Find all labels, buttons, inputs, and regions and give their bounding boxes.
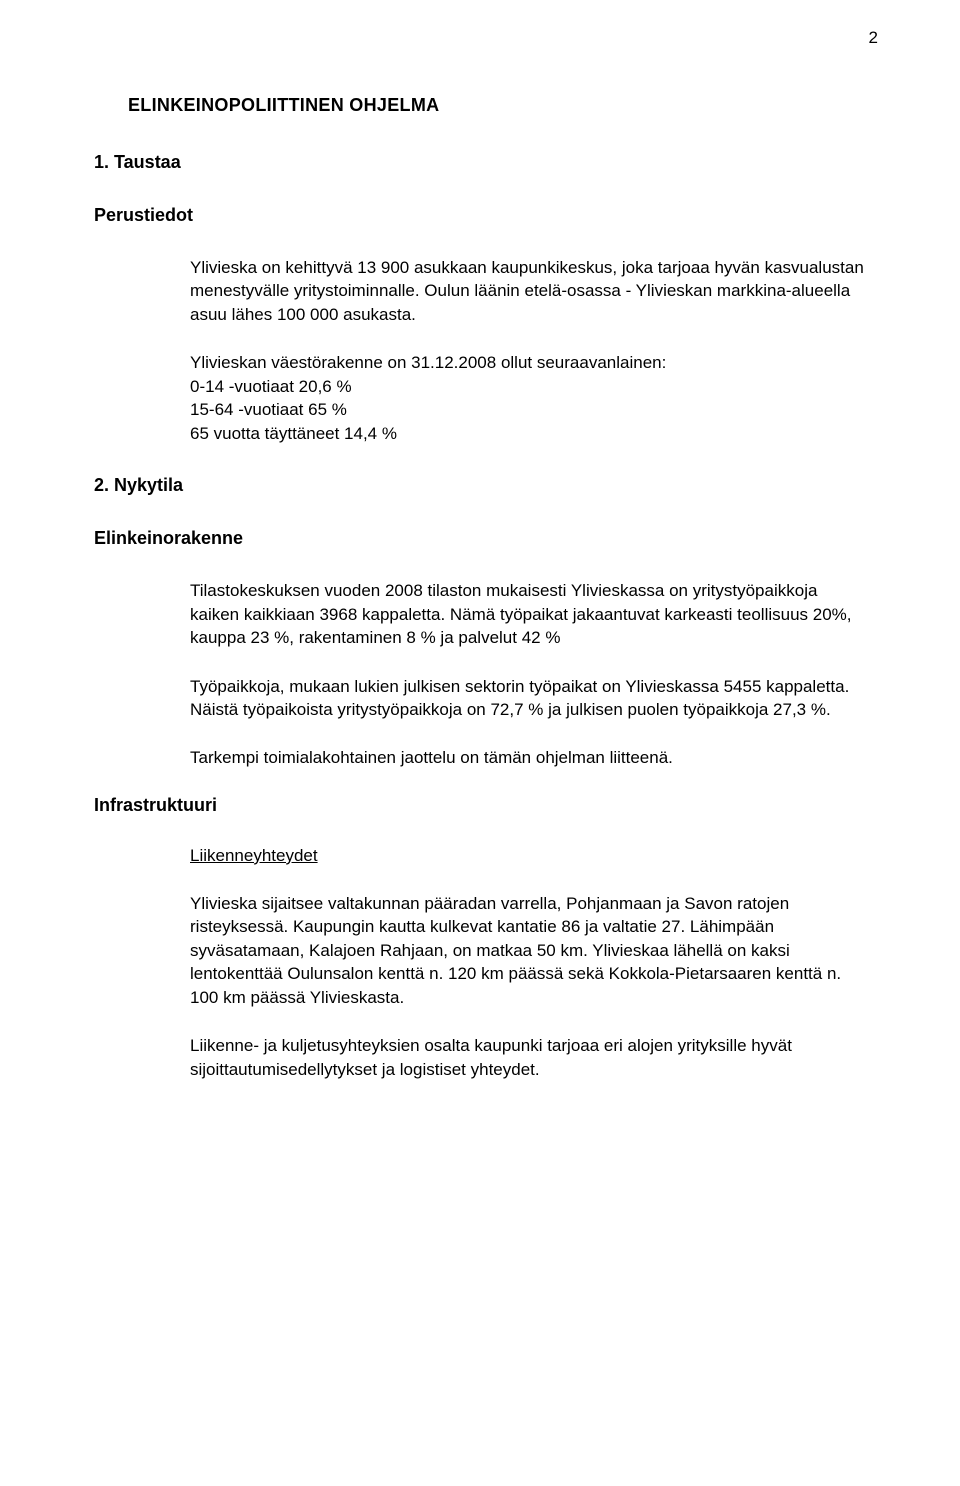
content-area: ELINKEINOPOLIITTINEN OHJELMA 1. Taustaa … xyxy=(128,95,864,1106)
para-elinkeino-3: Tarkempi toimialakohtainen jaottelu on t… xyxy=(190,746,864,769)
para-elinkeino-1: Tilastokeskuksen vuoden 2008 tilaston mu… xyxy=(190,579,864,649)
section-1-heading: 1. Taustaa xyxy=(94,152,864,173)
para-elinkeino-2: Työpaikkoja, mukaan lukien julkisen sekt… xyxy=(190,675,864,722)
page: 2 ELINKEINOPOLIITTINEN OHJELMA 1. Tausta… xyxy=(0,0,960,1486)
section-1-subheading: Perustiedot xyxy=(94,205,864,226)
section-1-body: Ylivieska on kehittyvä 13 900 asukkaan k… xyxy=(190,256,864,445)
para-taustaa-2: Ylivieskan väestörakenne on 31.12.2008 o… xyxy=(190,351,864,445)
section-2-heading: 2. Nykytila xyxy=(94,475,864,496)
section-2-sub1-body: Tilastokeskuksen vuoden 2008 tilaston mu… xyxy=(190,579,864,770)
para-taustaa-1: Ylivieska on kehittyvä 13 900 asukkaan k… xyxy=(190,256,864,326)
para-infra-1: Ylivieska sijaitsee valtakunnan pääradan… xyxy=(190,892,864,1009)
section-2-sub2-body: Liikenneyhteydet Ylivieska sijaitsee val… xyxy=(190,846,864,1081)
para-infra-2: Liikenne- ja kuljetusyhteyksien osalta k… xyxy=(190,1034,864,1081)
section-2-sub1-heading: Elinkeinorakenne xyxy=(94,528,864,549)
section-2-sub2-heading: Infrastruktuuri xyxy=(94,795,864,816)
document-title: ELINKEINOPOLIITTINEN OHJELMA xyxy=(128,95,864,116)
page-number: 2 xyxy=(869,28,878,48)
link-heading-liikenneyhteydet: Liikenneyhteydet xyxy=(190,846,864,866)
